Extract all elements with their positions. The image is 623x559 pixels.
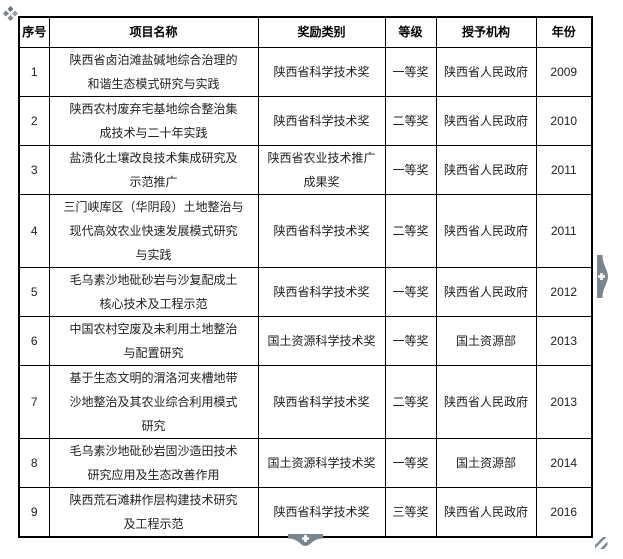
table-body: 1 陕西省卤泊滩盐碱地综合治理的 和谐生态模式研究与实践 陕西省科学技术奖 一等奖 陕西…	[18, 46, 593, 537]
cell-project[interactable]: 陕西农村废弃宅基地综合整治集 成技术与二十年实践	[48, 95, 259, 146]
table-row: 1 陕西省卤泊滩盐碱地综合治理的 和谐生态模式研究与实践 陕西省科学技术奖 一等奖 陕西…	[18, 46, 593, 97]
cell-category[interactable]: 陕西省科学技术奖	[257, 266, 386, 317]
cell-agency[interactable]: 国土资源部	[435, 315, 537, 366]
cell-year[interactable]: 2012	[535, 266, 593, 317]
cell-year[interactable]: 2013	[535, 364, 593, 439]
cell-project[interactable]: 陕西荒石滩耕作层构建技术研究 及工程示范	[48, 486, 259, 537]
table-row: 5 毛乌素沙地砒砂岩与沙复配成土 核心技术及工程示范 陕西省科学技术奖 一等奖 陕西省人…	[18, 266, 593, 317]
table-move-handle-icon[interactable]	[2, 5, 19, 22]
header-category[interactable]: 奖励类别	[257, 16, 386, 48]
table-row: 2 陕西农村废弃宅基地综合整治集 成技术与二十年实践 陕西省科学技术奖 二等奖 陕西省人…	[18, 95, 593, 146]
cell-agency[interactable]: 陕西省人民政府	[435, 266, 537, 317]
table-header-row: 序号 项目名称 奖励类别 等级 授予机构 年份	[18, 16, 593, 48]
cell-grade[interactable]: 一等奖	[384, 144, 437, 195]
cell-year[interactable]: 2013	[535, 315, 593, 366]
cell-grade[interactable]: 一等奖	[384, 315, 437, 366]
table-row: 8 毛乌素沙地砒砂岩固沙造田技术 研究应用及生态改善作用 国土资源科学技术奖 一等奖国…	[18, 437, 593, 488]
table-row: 9 陕西荒石滩耕作层构建技术研究 及工程示范 陕西省科学技术奖 三等奖 陕西省人民政府 2…	[18, 486, 593, 537]
cell-year[interactable]: 2016	[535, 486, 593, 537]
cell-grade[interactable]: 一等奖	[384, 46, 437, 97]
header-agency[interactable]: 授予机构	[435, 16, 537, 48]
expand-down-plus-icon[interactable]	[288, 533, 323, 546]
cell-agency[interactable]: 陕西省人民政府	[435, 193, 537, 268]
expand-right-plus-icon[interactable]	[597, 255, 608, 298]
cell-year[interactable]: 2009	[535, 46, 593, 97]
cell-category[interactable]: 陕西省农业技术推广 成果奖	[257, 144, 386, 195]
cell-grade[interactable]: 三等奖	[384, 486, 437, 537]
cell-grade[interactable]: 二等奖	[384, 364, 437, 439]
cell-grade[interactable]: 二等奖	[384, 95, 437, 146]
move-handle-diamonds	[3, 6, 18, 21]
cell-agency[interactable]: 陕西省人民政府	[435, 486, 537, 537]
cell-category[interactable]: 国土资源科学技术奖	[257, 315, 386, 366]
cell-no[interactable]: 7	[18, 364, 50, 439]
cell-agency[interactable]: 国土资源部	[435, 437, 537, 488]
awards-table: 序号 项目名称 奖励类别 等级 授予机构 年份 1 陕西省卤泊滩盐碱地综合治理的 …	[18, 16, 593, 538]
cell-category[interactable]: 陕西省科学技术奖	[257, 193, 386, 268]
table-row: 6 中国农村空废及未利用土地整治 与配置研究 国土资源科学技术奖 一等奖 国土资源部 20…	[18, 315, 593, 366]
header-year[interactable]: 年份	[535, 16, 593, 48]
cell-project[interactable]: 陕西省卤泊滩盐碱地综合治理的 和谐生态模式研究与实践	[48, 46, 259, 97]
cell-category[interactable]: 陕西省科学技术奖	[257, 95, 386, 146]
cell-agency[interactable]: 陕西省人民政府	[435, 46, 537, 97]
cell-project[interactable]: 基于生态文明的渭洛河夹槽地带 沙地整治及其农业综合利用模式 研究	[48, 364, 259, 439]
cell-project[interactable]: 中国农村空废及未利用土地整治 与配置研究	[48, 315, 259, 366]
cell-grade[interactable]: 一等奖	[384, 266, 437, 317]
cell-grade[interactable]: 一等奖	[384, 437, 437, 488]
cell-year[interactable]: 2011	[535, 193, 593, 268]
table-row: 3 盐渍化土壤改良技术集成研究及 示范推广 陕西省农业技术推广 成果奖 一等奖 陕西省人…	[18, 144, 593, 195]
cell-no[interactable]: 8	[18, 437, 50, 488]
cell-agency[interactable]: 陕西省人民政府	[435, 364, 537, 439]
cell-year[interactable]: 2014	[535, 437, 593, 488]
cell-year[interactable]: 2011	[535, 144, 593, 195]
cell-project[interactable]: 盐渍化土壤改良技术集成研究及 示范推广	[48, 144, 259, 195]
cell-no[interactable]: 1	[18, 46, 50, 97]
table-row: 7 基于生态文明的渭洛河夹槽地带 沙地整治及其农业综合利用模式 研究 陕西省科学技术…	[18, 364, 593, 439]
cell-category[interactable]: 陕西省科学技术奖	[257, 46, 386, 97]
cell-project[interactable]: 毛乌素沙地砒砂岩固沙造田技术 研究应用及生态改善作用	[48, 437, 259, 488]
cell-agency[interactable]: 陕西省人民政府	[435, 144, 537, 195]
table-resize-grip-icon[interactable]	[595, 536, 608, 549]
cell-category[interactable]: 陕西省科学技术奖	[257, 364, 386, 439]
header-grade[interactable]: 等级	[384, 16, 437, 48]
cell-year[interactable]: 2010	[535, 95, 593, 146]
cell-category[interactable]: 国土资源科学技术奖	[257, 437, 386, 488]
cell-project[interactable]: 三门峡库区（华阴段）土地整治与 现代高效农业快速发展模式研究 与实践	[48, 193, 259, 268]
cell-no[interactable]: 3	[18, 144, 50, 195]
cell-grade[interactable]: 二等奖	[384, 193, 437, 268]
header-no[interactable]: 序号	[18, 16, 50, 48]
header-project[interactable]: 项目名称	[48, 16, 259, 48]
cell-project[interactable]: 毛乌素沙地砒砂岩与沙复配成土 核心技术及工程示范	[48, 266, 259, 317]
cell-no[interactable]: 4	[18, 193, 50, 268]
cell-no[interactable]: 6	[18, 315, 50, 366]
table-row: 4 三门峡库区（华阴段）土地整治与 现代高效农业快速发展模式研究 与实践 陕西省科学…	[18, 193, 593, 268]
cell-no[interactable]: 9	[18, 486, 50, 537]
cell-no[interactable]: 2	[18, 95, 50, 146]
cell-no[interactable]: 5	[18, 266, 50, 317]
cell-category[interactable]: 陕西省科学技术奖	[257, 486, 386, 537]
cell-agency[interactable]: 陕西省人民政府	[435, 95, 537, 146]
